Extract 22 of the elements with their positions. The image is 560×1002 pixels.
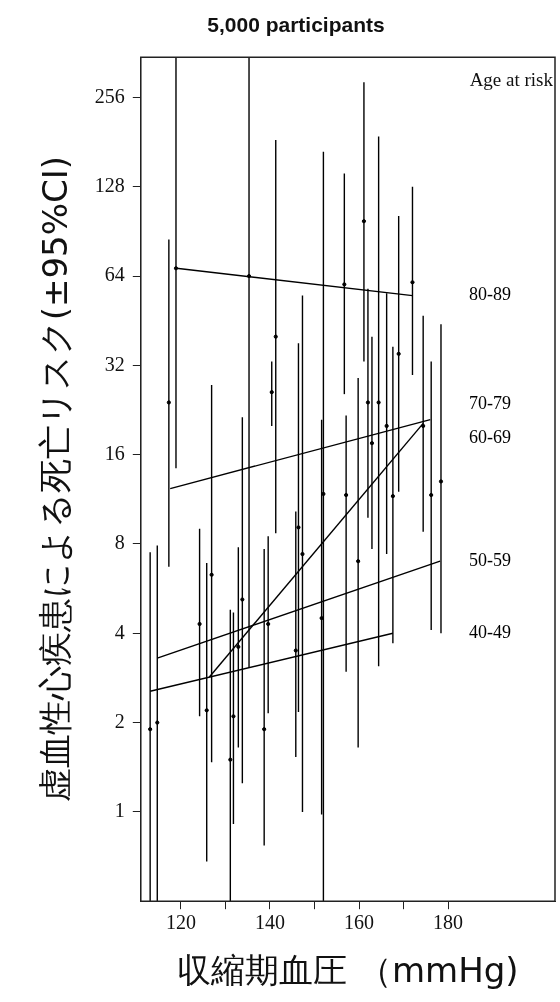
text: 70-79: [469, 393, 511, 414]
text: 60-69: [469, 427, 511, 448]
x-tick-label: 180: [433, 911, 464, 934]
x-axis-title: 収縮期血圧 （mmHg): [177, 950, 519, 991]
y-tick-label: 32: [104, 352, 125, 375]
y-tick-label: 2: [114, 709, 125, 732]
y-tick-label: 1: [114, 799, 125, 822]
x-tick-label: 120: [165, 911, 196, 934]
y-tick-label: 8: [114, 531, 125, 554]
x-tick-label: 140: [254, 911, 285, 934]
legend-title: Age at risk: [469, 69, 554, 91]
x-tick-label: 160: [344, 911, 375, 934]
chart-title: 5,000 participants: [207, 13, 385, 37]
y-tick-label: 64: [104, 263, 125, 286]
y-tick-label: 4: [114, 620, 125, 643]
y-axis-title: 虚血性心疾患による死亡リスク(±95%CI): [35, 156, 76, 803]
y-tick-label: 16: [104, 441, 125, 464]
text: 40-49: [469, 622, 511, 643]
text: 80-89: [469, 284, 511, 305]
y-tick-label: 128: [94, 174, 125, 197]
series-label: 50-59: [469, 549, 511, 570]
y-tick-label: 256: [94, 84, 125, 107]
